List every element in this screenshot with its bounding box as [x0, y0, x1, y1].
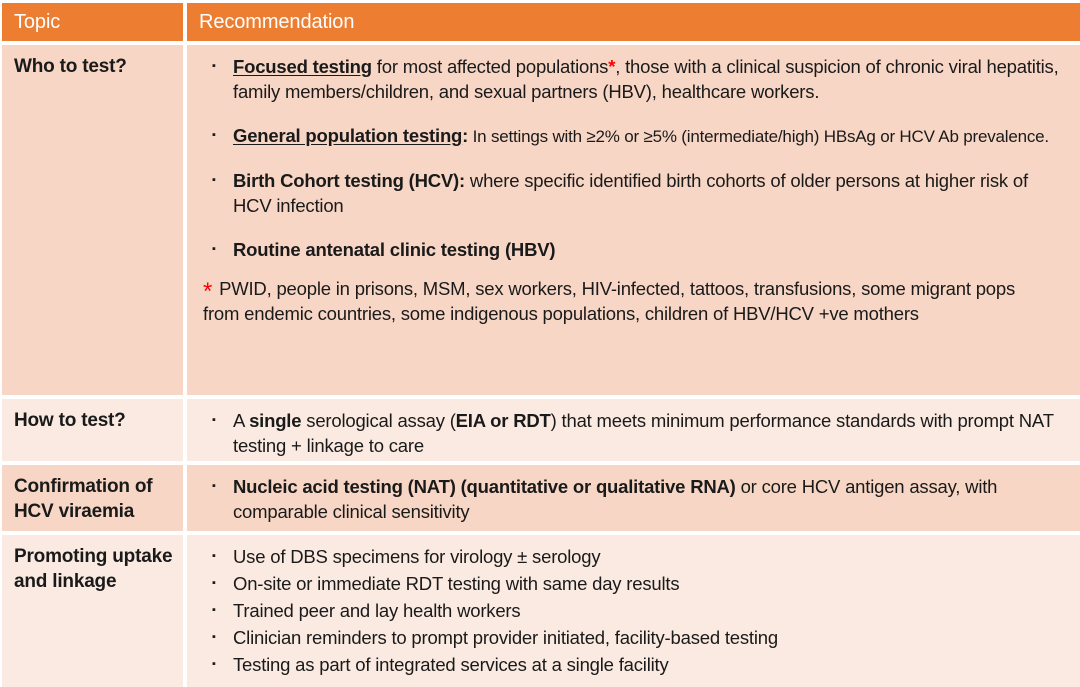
bullet-square-icon: ▪ — [212, 60, 216, 72]
bullet-square-icon: ▪ — [212, 604, 216, 616]
footnote-text: PWID, people in prisons, MSM, sex worker… — [203, 278, 1016, 324]
list-item: ▪ Focused testing for most affected popul… — [197, 54, 1066, 104]
list-item: ▪ General population testing: In settings… — [197, 123, 1066, 149]
bullet-text: Testing as part of integrated services a… — [233, 654, 669, 675]
bullet-text: Clinician reminders to prompt provider i… — [233, 627, 778, 648]
list-item: ▪ Testing as part of integrated services … — [197, 652, 1066, 677]
bullet-text: Use of DBS specimens for virology ± sero… — [233, 546, 601, 567]
bullet-square-icon: ▪ — [212, 414, 216, 426]
bullet-text: Trained peer and lay health workers — [233, 600, 521, 621]
bullet-text: On-site or immediate RDT testing with sa… — [233, 573, 680, 594]
column-header-topic: Topic — [2, 3, 183, 41]
bullet-text: Nucleic acid testing (NAT) (quantitative… — [233, 476, 998, 522]
list-item: ▪ Routine antenatal clinic testing (HBV) — [197, 237, 1066, 262]
bullet-text: A single serological assay (EIA or RDT) … — [233, 410, 1054, 456]
topic-cell-promoting: Promoting uptake and linkage — [2, 535, 183, 687]
bullet-text: Focused testing for most affected popula… — [233, 56, 1059, 102]
list-item: ▪ A single serological assay (EIA or RDT)… — [197, 408, 1066, 458]
bullet-square-icon: ▪ — [212, 174, 216, 186]
bullet-square-icon: ▪ — [212, 480, 216, 492]
bullet-text: Birth Cohort testing (HCV): where specif… — [233, 170, 1028, 216]
recommendation-cell-confirmation: ▪ Nucleic acid testing (NAT) (quantitativ… — [187, 465, 1080, 531]
footnote: * PWID, people in prisons, MSM, sex work… — [197, 276, 1066, 326]
topic-cell-who-to-test: Who to test? — [2, 45, 183, 395]
bullet-text: Routine antenatal clinic testing (HBV) — [233, 239, 556, 260]
table-row-confirmation-hcv-viraemia: Confirmation of HCV viraemia ▪ Nucleic ac… — [2, 465, 1080, 531]
bullet-square-icon: ▪ — [212, 129, 216, 141]
topic-cell-how-to-test: How to test? — [2, 399, 183, 461]
list-item: ▪ Birth Cohort testing (HCV): where speci… — [197, 168, 1066, 218]
topic-cell-confirmation: Confirmation of HCV viraemia — [2, 465, 183, 531]
bullet-square-icon: ▪ — [212, 658, 216, 670]
list-item: ▪ Trained peer and lay health workers — [197, 598, 1066, 623]
list-item: ▪ Nucleic acid testing (NAT) (quantitativ… — [197, 474, 1066, 524]
list-item: ▪ On-site or immediate RDT testing with s… — [197, 571, 1066, 596]
list-item: ▪ Clinician reminders to prompt provider … — [197, 625, 1066, 650]
table-row-who-to-test: Who to test? ▪ Focused testing for most a… — [2, 45, 1080, 395]
table-row-how-to-test: How to test? ▪ A single serological assay… — [2, 399, 1080, 461]
header-row: Topic Recommendation — [2, 3, 1080, 41]
list-item: ▪ Use of DBS specimens for virology ± ser… — [197, 544, 1066, 569]
bullet-square-icon: ▪ — [212, 550, 216, 562]
bullet-square-icon: ▪ — [212, 243, 216, 255]
asterisk-marker: * — [608, 56, 616, 77]
recommendation-cell-who-to-test: ▪ Focused testing for most affected popul… — [187, 45, 1080, 395]
table-row-promoting-uptake-linkage: Promoting uptake and linkage ▪ Use of DBS… — [2, 535, 1080, 687]
bullet-square-icon: ▪ — [212, 631, 216, 643]
column-header-recommendation: Recommendation — [187, 3, 1080, 41]
bullet-square-icon: ▪ — [212, 577, 216, 589]
recommendation-cell-promoting: ▪ Use of DBS specimens for virology ± ser… — [187, 535, 1080, 687]
recommendation-cell-how-to-test: ▪ A single serological assay (EIA or RDT)… — [187, 399, 1080, 461]
asterisk-icon: * — [203, 278, 213, 305]
bullet-text: General population testing: In settings … — [233, 125, 1049, 146]
